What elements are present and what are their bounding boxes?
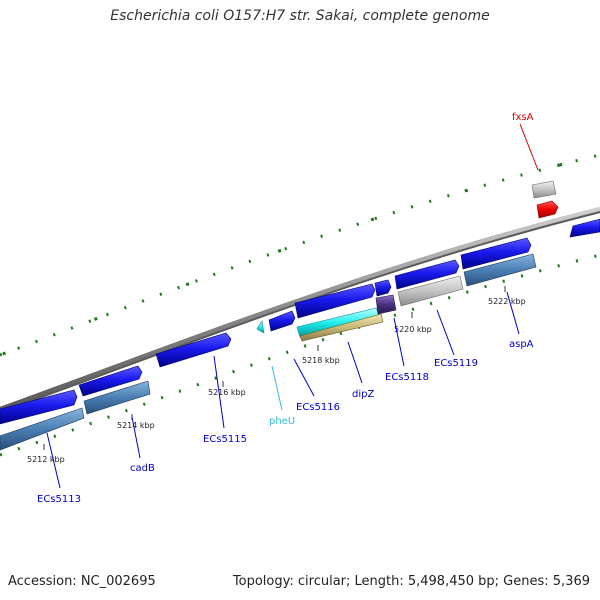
gene-label-ecs5116[interactable]: ECs5116 (296, 402, 340, 413)
feature-arrow[interactable] (374, 279, 392, 297)
tick-label: 5220 kbp (394, 325, 432, 334)
highlighted-features (531, 180, 559, 219)
accession-label: Accession: NC_002695 (8, 574, 156, 589)
gene-label-pheu[interactable]: pheU (269, 416, 295, 427)
tick-label: 5216 kbp (208, 388, 246, 397)
feature-arrow[interactable] (83, 380, 151, 415)
feature-arrow[interactable] (294, 283, 376, 319)
feature-arrow[interactable] (394, 259, 460, 290)
feature-arrow[interactable] (536, 200, 559, 219)
gene-label-ecs5119[interactable]: ECs5119 (434, 358, 478, 369)
forward-genes (0, 218, 600, 425)
feature-arrow[interactable] (375, 294, 397, 315)
tick-label: 5212 kbp (27, 455, 65, 464)
feature-arrow[interactable] (299, 313, 384, 342)
gene-label-aspa[interactable]: aspA (509, 339, 534, 350)
gene-label-ecs5115[interactable]: ECs5115 (203, 434, 247, 445)
feature-arrow[interactable] (569, 218, 600, 238)
map-title: Escherichia coli O157:H7 str. Sakai, com… (110, 8, 490, 24)
genome-summary: Topology: circular; Length: 5,498,450 bp… (232, 574, 590, 589)
inner-dashed-track (0, 253, 600, 457)
gene-label-ecs5118[interactable]: ECs5118 (385, 372, 429, 383)
reverse-genes (0, 253, 537, 451)
tick-label: 5218 kbp (302, 356, 340, 365)
feature-arrow[interactable] (0, 389, 78, 425)
feature-arrow[interactable] (155, 332, 232, 368)
gene-leader-lines (46, 123, 539, 489)
feature-arrow[interactable] (531, 180, 557, 199)
gene-label-dipz[interactable]: dipZ (352, 389, 374, 400)
feature-arrow[interactable] (460, 237, 532, 270)
gene-label-cadb[interactable]: cadB (130, 463, 155, 474)
feature-arrow[interactable] (256, 320, 265, 334)
gene-label-fxsa[interactable]: fxsA (512, 112, 534, 123)
tick-label: 5214 kbp (117, 421, 155, 430)
feature-arrow[interactable] (0, 407, 85, 451)
genome-backbone (0, 207, 600, 413)
feature-arrow[interactable] (397, 275, 464, 307)
feature-arrow[interactable] (463, 253, 537, 287)
gene-labels: ECs5113 cadB ECs5115 pheU ECs5116 dipZ E… (37, 112, 534, 505)
feature-arrow[interactable] (268, 310, 296, 332)
feature-arrow[interactable] (78, 365, 143, 397)
tick-label: 5222 kbp (488, 297, 526, 306)
gene-label-ecs5113[interactable]: ECs5113 (37, 494, 81, 505)
